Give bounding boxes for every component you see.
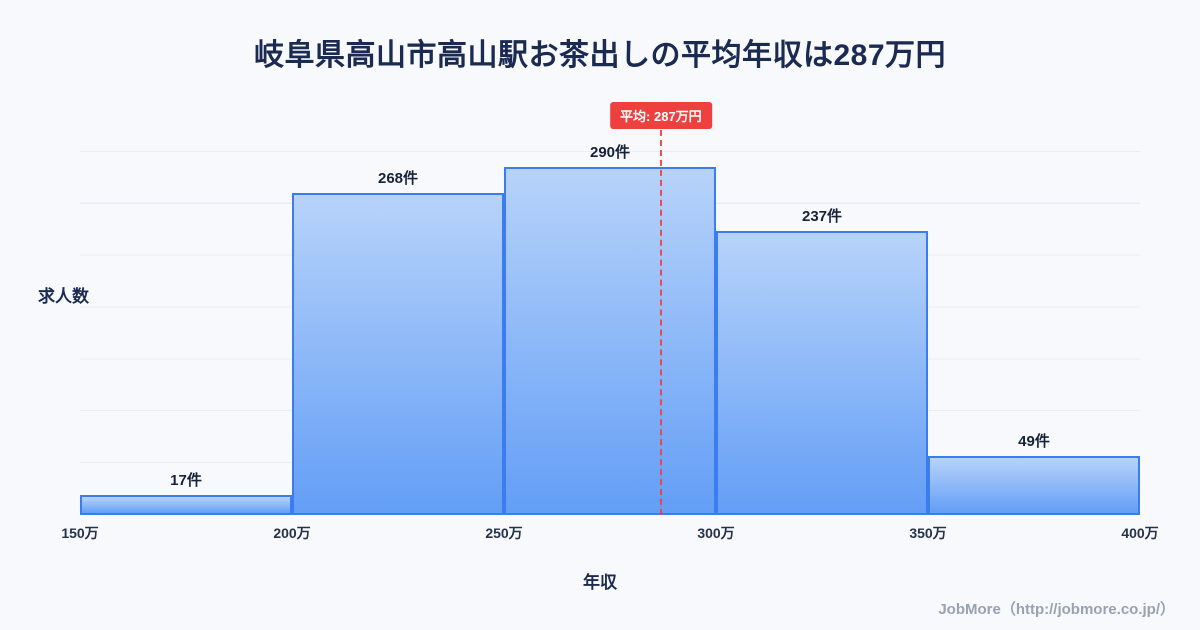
x-axis-label: 年収 (583, 573, 617, 592)
bar-count-label: 237件 (801, 207, 843, 225)
x-tick-label: 250万 (485, 525, 523, 541)
x-tick-label: 350万 (909, 525, 947, 541)
bar-count-label: 290件 (589, 144, 631, 161)
bar-count-label: 17件 (170, 471, 202, 489)
chart-region: 17件 268件 290件 237件 49件 平均: 287万円 (80, 100, 1140, 515)
histogram-bar: 17件 (80, 472, 292, 515)
bar-count-label: 49件 (1018, 433, 1050, 451)
footer-credit: JobMore（http://jobmore.co.jp/） (938, 601, 1175, 618)
plot-area: 17件 268件 290件 237件 49件 (80, 144, 1140, 515)
average-badge: 平均: 287万円 (610, 102, 712, 129)
bar-count-label: 268件 (377, 170, 419, 188)
x-tick-label: 150万 (61, 525, 99, 541)
average-line (659, 130, 662, 515)
x-tick-label: 300万 (697, 525, 735, 541)
histogram-bar: 290件 (504, 144, 716, 515)
histogram-bar: 268件 (292, 170, 504, 515)
y-axis-label: 求人数 (38, 287, 89, 306)
x-ticks: 150万 200万 250万 300万 350万 400万 (61, 523, 1158, 543)
page-title: 岐阜県高山市高山駅お茶出しの平均年収は287万円 (253, 39, 947, 72)
x-tick-label: 200万 (273, 525, 311, 541)
histogram-bar: 237件 (716, 208, 928, 515)
histogram-bar: 49件 (928, 433, 1140, 515)
x-tick-label: 400万 (1121, 525, 1159, 541)
